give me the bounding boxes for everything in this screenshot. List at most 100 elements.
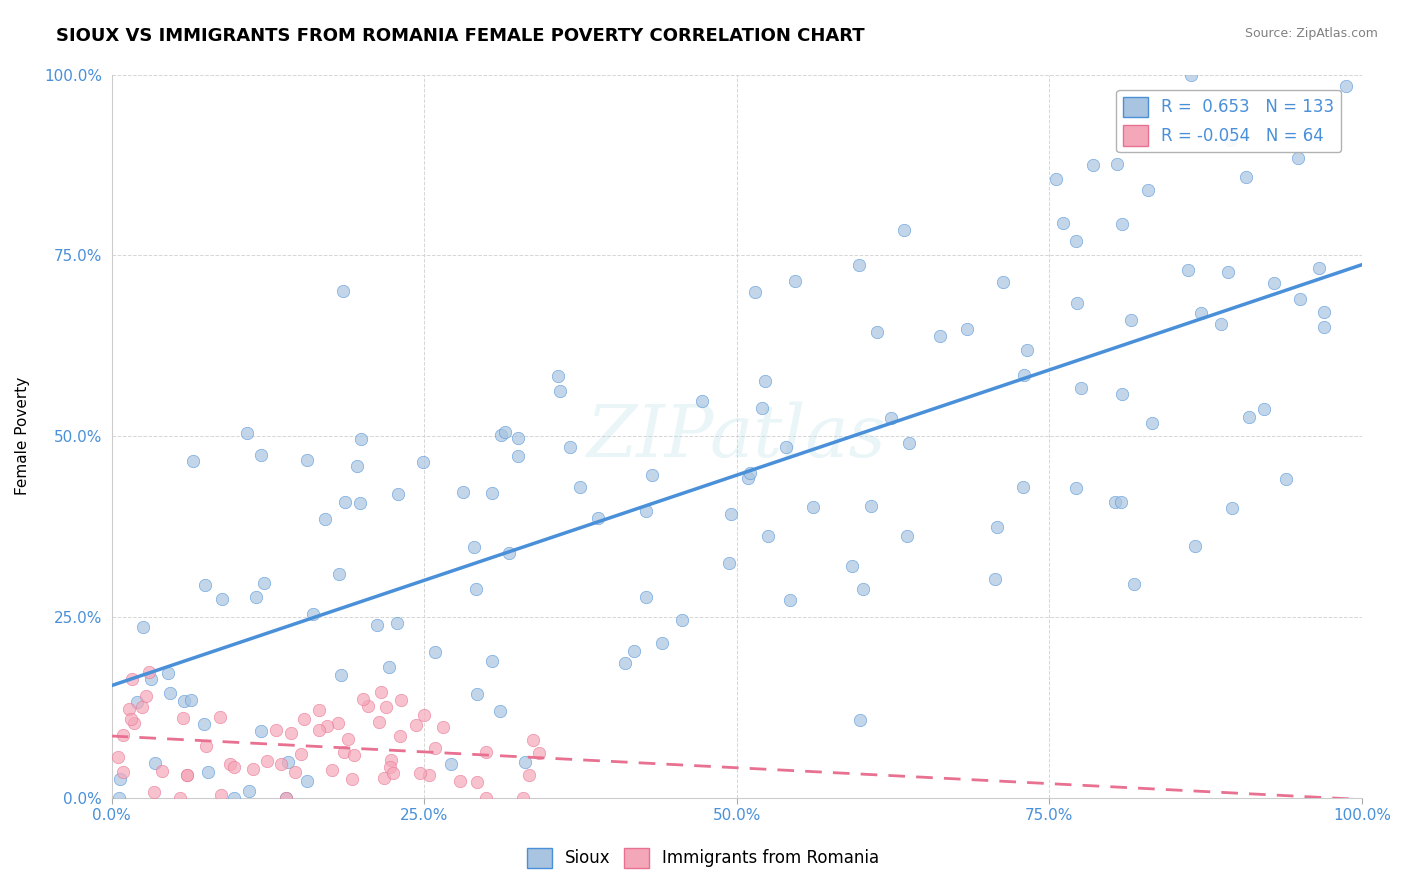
Point	[143, 756, 166, 770]
Point	[219, 756, 242, 771]
Point	[803, 500, 825, 515]
Point	[1220, 500, 1243, 515]
Point	[315, 719, 337, 733]
Point	[779, 593, 801, 607]
Point	[848, 258, 870, 272]
Point	[343, 747, 366, 762]
Point	[328, 567, 350, 582]
Point	[350, 432, 373, 446]
Point	[418, 768, 440, 782]
Point	[197, 765, 219, 780]
Point	[284, 765, 307, 780]
Point	[295, 774, 318, 789]
Point	[274, 791, 297, 805]
Legend: Sioux, Immigrants from Romania: Sioux, Immigrants from Romania	[520, 841, 886, 875]
Point	[775, 440, 797, 454]
Point	[118, 702, 141, 716]
Point	[636, 504, 658, 518]
Point	[135, 689, 157, 703]
Point	[984, 573, 1007, 587]
Point	[346, 459, 368, 474]
Point	[423, 741, 446, 756]
Point	[986, 520, 1008, 534]
Point	[785, 274, 807, 288]
Point	[193, 716, 215, 731]
Point	[641, 468, 664, 483]
Point	[1109, 495, 1132, 509]
Point	[111, 728, 134, 742]
Point	[449, 773, 471, 788]
Point	[173, 694, 195, 708]
Point	[718, 556, 741, 570]
Point	[1045, 172, 1067, 186]
Point	[527, 746, 550, 760]
Point	[1121, 313, 1143, 327]
Point	[1064, 234, 1087, 248]
Point	[744, 285, 766, 299]
Point	[181, 454, 204, 468]
Point	[222, 791, 245, 805]
Point	[1253, 401, 1275, 416]
Point	[209, 788, 232, 802]
Point	[180, 693, 202, 707]
Point	[1105, 156, 1128, 170]
Point	[412, 455, 434, 469]
Point	[1111, 218, 1133, 232]
Point	[993, 275, 1015, 289]
Point	[467, 774, 489, 789]
Point	[308, 703, 330, 717]
Point	[1111, 387, 1133, 401]
Point	[378, 760, 401, 774]
Point	[481, 654, 503, 668]
Point	[1263, 276, 1285, 290]
Point	[751, 401, 773, 415]
Point	[270, 756, 292, 771]
Point	[353, 691, 375, 706]
Point	[475, 745, 498, 759]
Point	[1308, 261, 1330, 276]
Point	[159, 686, 181, 700]
Point	[547, 368, 569, 383]
Point	[522, 732, 544, 747]
Y-axis label: Female Poverty: Female Poverty	[15, 377, 30, 495]
Point	[512, 791, 534, 805]
Point	[349, 496, 371, 510]
Point	[329, 667, 352, 681]
Point	[671, 613, 693, 627]
Point	[374, 700, 396, 714]
Point	[238, 784, 260, 798]
Point	[388, 729, 411, 743]
Point	[370, 685, 392, 699]
Point	[956, 322, 979, 336]
Point	[1177, 263, 1199, 277]
Point	[548, 384, 571, 398]
Point	[107, 791, 129, 805]
Point	[112, 764, 135, 779]
Point	[489, 704, 512, 718]
Point	[138, 665, 160, 680]
Point	[1313, 305, 1336, 319]
Point	[127, 695, 149, 709]
Point	[558, 440, 581, 454]
Point	[195, 739, 218, 753]
Point	[1012, 480, 1035, 494]
Point	[389, 693, 412, 707]
Point	[475, 791, 498, 805]
Point	[121, 672, 143, 686]
Point	[132, 620, 155, 634]
Point	[295, 452, 318, 467]
Point	[1237, 410, 1260, 425]
Point	[152, 764, 174, 779]
Point	[494, 425, 516, 440]
Point	[860, 500, 883, 514]
Point	[1216, 265, 1239, 279]
Point	[498, 546, 520, 560]
Point	[1184, 539, 1206, 553]
Point	[387, 486, 409, 500]
Point	[368, 715, 391, 730]
Point	[690, 394, 713, 409]
Point	[1052, 216, 1074, 230]
Point	[897, 436, 920, 450]
Point	[131, 699, 153, 714]
Point	[623, 644, 645, 658]
